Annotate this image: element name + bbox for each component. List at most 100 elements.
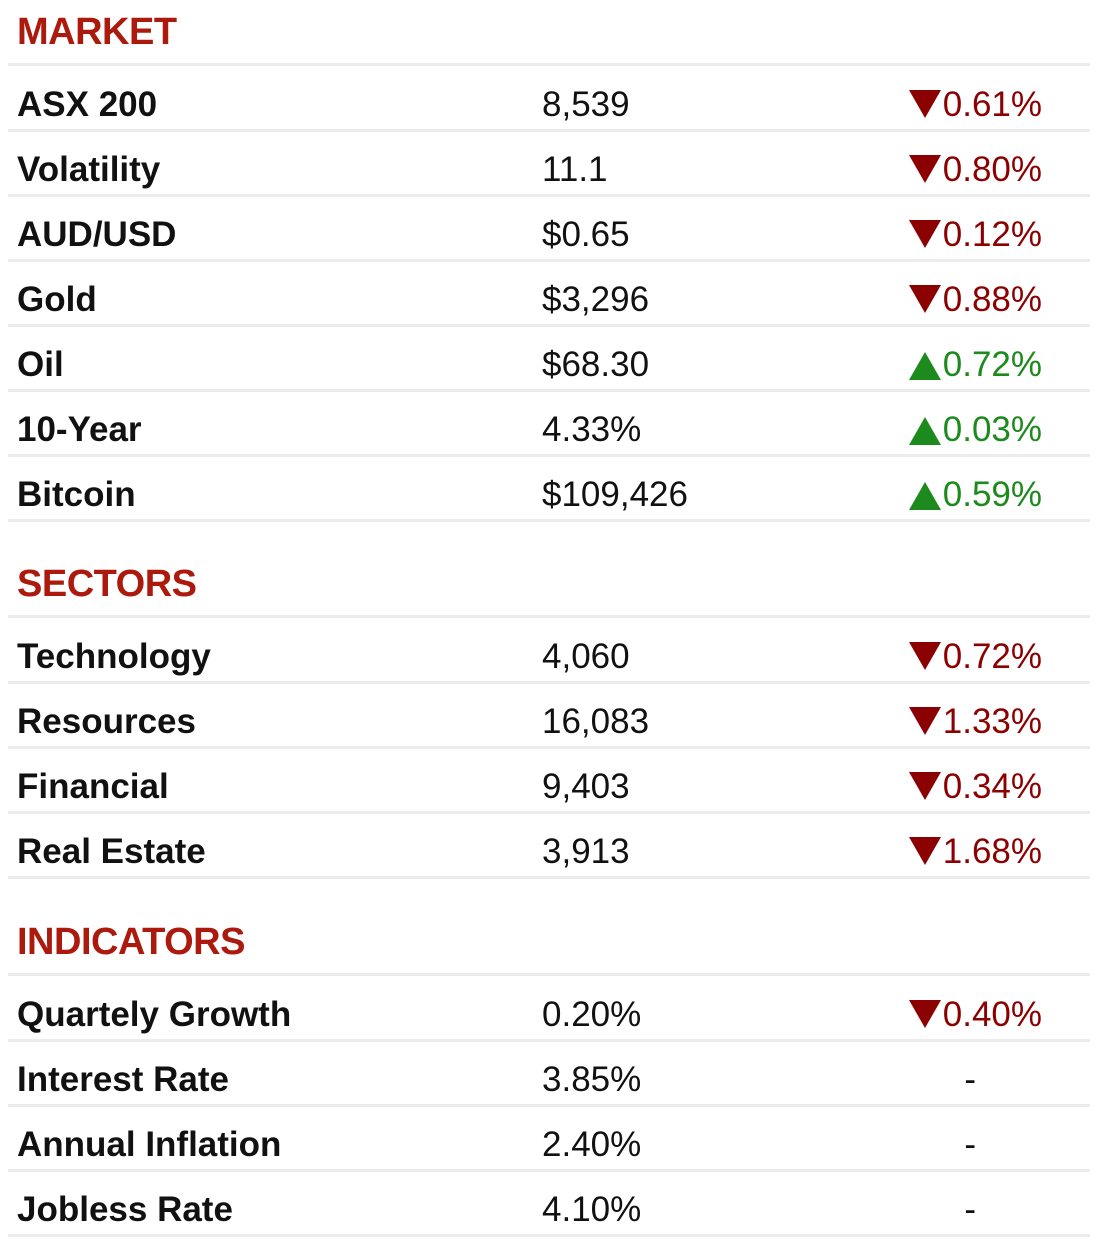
divider: [8, 876, 1090, 879]
row-name: Gold: [17, 280, 97, 319]
divider: [8, 389, 1090, 392]
table-row: Volatility 11.1 0.80%: [0, 132, 1106, 197]
divider: [8, 615, 1090, 618]
triangle-up-icon: [908, 482, 941, 510]
divider: [8, 194, 1090, 197]
row-value: $109,426: [542, 475, 688, 514]
divider: [8, 1104, 1090, 1107]
triangle-down-icon: [908, 154, 941, 183]
row-name: Technology: [17, 637, 211, 676]
change-text: 0.72%: [942, 345, 1042, 384]
table-row: Jobless Rate 4.10% -: [0, 1172, 1106, 1237]
table-row: Resources 16,083 1.33%: [0, 684, 1106, 749]
row-name: Real Estate: [17, 832, 206, 871]
triangle-up-icon: [908, 352, 941, 380]
row-change: 0.72%: [908, 344, 1042, 386]
row-value: 4.10%: [542, 1190, 642, 1229]
row-change: 0.40%: [908, 994, 1042, 1036]
row-name: Resources: [17, 702, 196, 741]
table-row: 10-Year 4.33% 0.03%: [0, 392, 1106, 457]
section-title: MARKET: [17, 11, 177, 53]
change-text: -: [964, 1190, 976, 1229]
row-value: 4,060: [542, 637, 630, 676]
row-name: Bitcoin: [17, 475, 136, 514]
table-row: Technology 4,060 0.72%: [0, 619, 1106, 684]
section-2: INDICATORS Quartely Growth 0.20% 0.40% Inter…: [0, 918, 1106, 1237]
divider: [8, 1234, 1090, 1237]
table-row: Interest Rate 3.85% -: [0, 1042, 1106, 1107]
row-change: 0.12%: [908, 214, 1042, 256]
row-change: -: [964, 1059, 976, 1101]
triangle-down-icon: [908, 771, 941, 800]
change-text: 0.03%: [942, 410, 1042, 449]
table-row: Gold $3,296 0.88%: [0, 262, 1106, 327]
change-text: 0.40%: [942, 995, 1042, 1034]
triangle-down-icon: [908, 89, 941, 118]
row-name: Jobless Rate: [17, 1190, 233, 1229]
row-change: -: [964, 1124, 976, 1166]
change-text: 0.12%: [942, 215, 1042, 254]
table-row: Quartely Growth 0.20% 0.40%: [0, 977, 1106, 1042]
divider: [8, 324, 1090, 327]
change-text: 0.34%: [942, 767, 1042, 806]
row-change: 1.33%: [908, 701, 1042, 743]
row-name: 10-Year: [17, 410, 142, 449]
row-change: 0.03%: [908, 409, 1042, 451]
change-text: -: [964, 1125, 976, 1164]
change-text: 1.68%: [942, 832, 1042, 871]
triangle-up-icon: [908, 417, 941, 445]
divider: [8, 454, 1090, 457]
row-value: $3,296: [542, 280, 650, 319]
triangle-down-icon: [908, 284, 941, 313]
divider: [8, 681, 1090, 684]
triangle-down-icon: [908, 999, 941, 1028]
table-row: Financial 9,403 0.34%: [0, 749, 1106, 814]
change-text: 0.88%: [942, 280, 1042, 319]
triangle-down-icon: [908, 219, 941, 248]
row-value: 4.33%: [542, 410, 642, 449]
change-text: 0.72%: [942, 637, 1042, 676]
row-value: 0.20%: [542, 995, 642, 1034]
divider: [8, 1169, 1090, 1172]
row-value: 2.40%: [542, 1125, 642, 1164]
section-title: INDICATORS: [17, 921, 245, 963]
row-value: $68.30: [542, 345, 650, 384]
row-value: 9,403: [542, 767, 630, 806]
table-row: Bitcoin $109,426 0.59%: [0, 457, 1106, 522]
divider: [8, 129, 1090, 132]
divider: [8, 259, 1090, 262]
row-name: Volatility: [17, 150, 161, 189]
row-value: 3.85%: [542, 1060, 642, 1099]
row-name: Quartely Growth: [17, 995, 292, 1034]
row-name: Oil: [17, 345, 64, 384]
table-row: Annual Inflation 2.40% -: [0, 1107, 1106, 1172]
table-row: AUD/USD $0.65 0.12%: [0, 197, 1106, 262]
row-name: Financial: [17, 767, 169, 806]
row-name: AUD/USD: [17, 215, 177, 254]
row-change: 0.61%: [908, 84, 1042, 126]
divider: [8, 1039, 1090, 1042]
row-value: $0.65: [542, 215, 630, 254]
change-text: -: [964, 1060, 976, 1099]
row-change: 0.72%: [908, 636, 1042, 678]
row-change: -: [964, 1189, 976, 1231]
divider: [8, 811, 1090, 814]
divider: [8, 63, 1090, 66]
table-row: ASX 200 8,539 0.61%: [0, 67, 1106, 132]
row-value: 3,913: [542, 832, 630, 871]
divider: [8, 973, 1090, 976]
row-value: 11.1: [542, 150, 608, 189]
change-text: 0.80%: [942, 150, 1042, 189]
row-change: 0.80%: [908, 149, 1042, 191]
row-change: 0.88%: [908, 279, 1042, 321]
change-text: 0.61%: [942, 85, 1042, 124]
row-name: ASX 200: [17, 85, 158, 124]
row-name: Interest Rate: [17, 1060, 230, 1099]
row-change: 1.68%: [908, 831, 1042, 873]
section-title: SECTORS: [17, 563, 197, 605]
divider: [8, 746, 1090, 749]
divider: [8, 519, 1090, 522]
row-value: 16,083: [542, 702, 650, 741]
change-text: 1.33%: [942, 702, 1042, 741]
